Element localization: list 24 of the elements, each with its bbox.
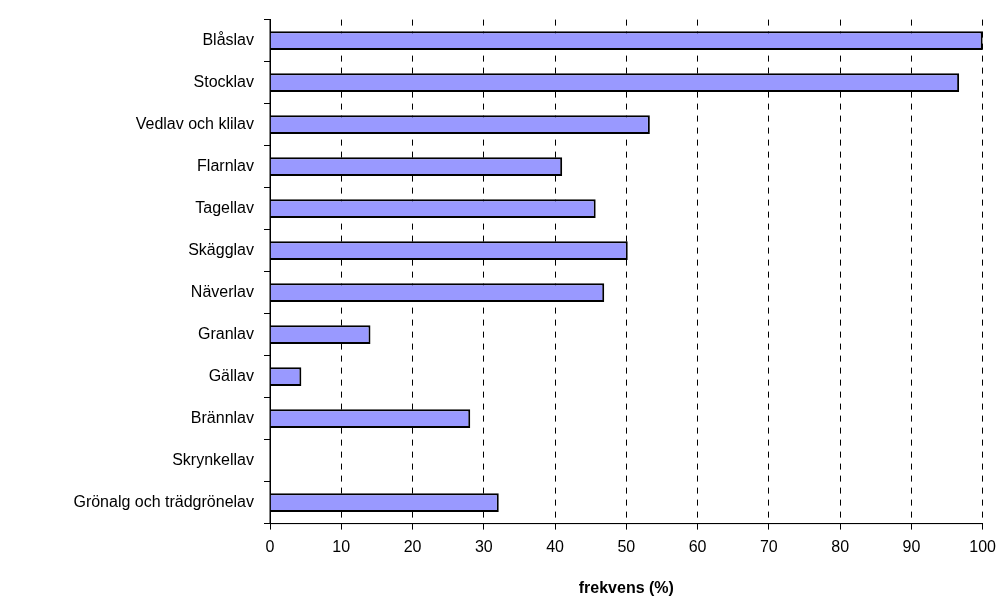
x-tick-label: 10 xyxy=(332,537,351,555)
x-tick-label: 100 xyxy=(969,537,997,555)
x-tick-label: 20 xyxy=(403,537,422,555)
y-tick-label: Grönalg och trädgrönelav xyxy=(73,493,254,511)
y-tick-label: Tagellav xyxy=(195,199,254,217)
x-tick-label: 0 xyxy=(265,537,275,555)
x-axis-title: frekvens (%) xyxy=(578,578,674,596)
y-tick-label: Blåslav xyxy=(202,31,254,49)
y-tick-label: Brännlav xyxy=(190,409,254,427)
y-tick-label: Flarnlav xyxy=(197,157,254,175)
y-tick-label: Granlav xyxy=(197,325,254,343)
y-tick-label: Stocklav xyxy=(193,73,254,91)
y-tick-label: Gällav xyxy=(208,367,254,385)
y-tick-label: Näverlav xyxy=(190,283,254,301)
x-tick-label: 50 xyxy=(617,537,636,555)
x-tick-label: 80 xyxy=(831,537,850,555)
y-tick-label: Vedlav och klilav xyxy=(135,115,254,133)
y-tick-label: Skrynkellav xyxy=(172,451,254,469)
x-tick-label: 70 xyxy=(759,537,778,555)
x-tick-label: 40 xyxy=(546,537,565,555)
y-tick-label: Skägglav xyxy=(188,241,254,259)
x-tick-label: 30 xyxy=(474,537,493,555)
x-tick-label: 60 xyxy=(688,537,707,555)
x-tick-label: 90 xyxy=(902,537,921,555)
